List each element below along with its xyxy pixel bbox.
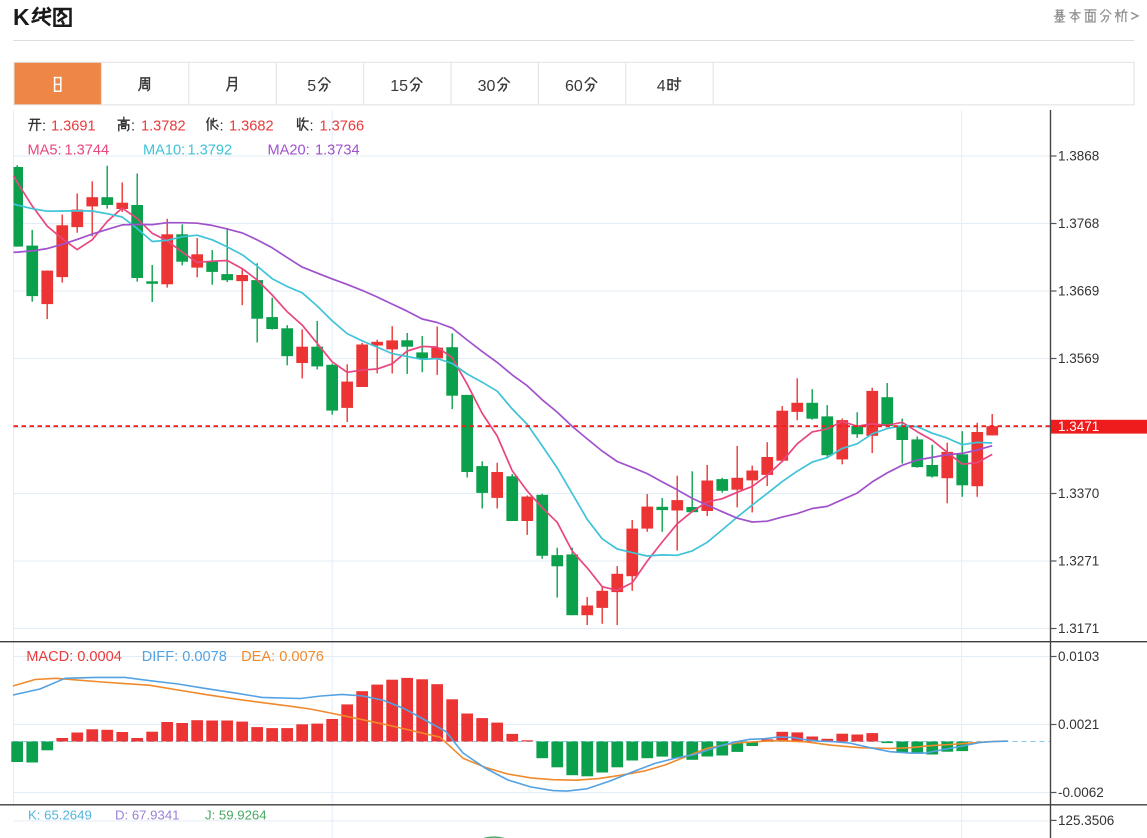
- svg-text:30: 30: [478, 78, 496, 95]
- svg-text:-0.0062: -0.0062: [1058, 785, 1104, 800]
- svg-text:MA10:: MA10:: [143, 143, 185, 159]
- svg-text:125.3506: 125.3506: [1058, 813, 1114, 828]
- svg-text:1.3691: 1.3691: [51, 119, 96, 135]
- svg-text:MACD: 0.0004: MACD: 0.0004: [26, 649, 122, 665]
- svg-text:DEA: 0.0076: DEA: 0.0076: [241, 649, 324, 665]
- svg-text:1.3868: 1.3868: [1058, 149, 1099, 164]
- svg-text:1.3682: 1.3682: [229, 119, 274, 135]
- svg-text:1.3744: 1.3744: [65, 143, 110, 159]
- svg-text:MA20:: MA20:: [268, 143, 310, 159]
- svg-text:1.3171: 1.3171: [1058, 621, 1099, 636]
- svg-text:DIFF: 0.0078: DIFF: 0.0078: [142, 649, 227, 665]
- svg-text:4: 4: [657, 78, 666, 95]
- svg-text:K: K: [13, 4, 30, 30]
- svg-text:K: 65.2649: K: 65.2649: [28, 808, 92, 823]
- svg-text:0.0103: 0.0103: [1058, 649, 1099, 664]
- svg-text:MA5:: MA5:: [28, 143, 62, 159]
- svg-text::: :: [131, 119, 135, 135]
- svg-text:1.3792: 1.3792: [188, 143, 233, 159]
- svg-text::: :: [220, 119, 224, 135]
- svg-text:1.3669: 1.3669: [1058, 284, 1099, 299]
- svg-text:60: 60: [565, 78, 583, 95]
- svg-text:J: 59.9264: J: 59.9264: [205, 808, 267, 823]
- svg-text:1.3782: 1.3782: [141, 119, 186, 135]
- svg-text:1.3734: 1.3734: [315, 143, 360, 159]
- svg-text:1.3766: 1.3766: [320, 119, 365, 135]
- svg-text:0.0021: 0.0021: [1058, 717, 1099, 732]
- svg-text::: :: [310, 119, 314, 135]
- svg-text::: :: [42, 119, 46, 135]
- svg-text:1.3768: 1.3768: [1058, 216, 1099, 231]
- svg-text:15: 15: [390, 78, 408, 95]
- svg-text:5: 5: [307, 78, 316, 95]
- svg-text:1.3271: 1.3271: [1058, 554, 1099, 569]
- svg-text:1.3569: 1.3569: [1058, 351, 1099, 366]
- svg-text:D: 67.9341: D: 67.9341: [115, 808, 180, 823]
- svg-text:1.3370: 1.3370: [1058, 486, 1099, 501]
- svg-text:1.3471: 1.3471: [1058, 419, 1099, 434]
